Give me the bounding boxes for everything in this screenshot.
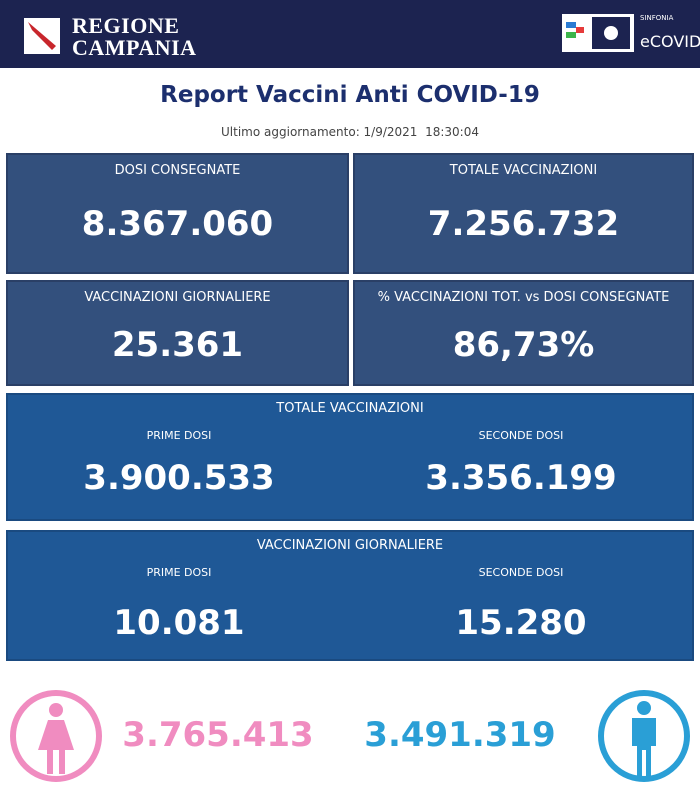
card-label: VACCINAZIONI GIORNALIERE <box>84 290 271 305</box>
dose-value: 10.081 <box>113 603 245 643</box>
region-name-1: REGIONE <box>72 13 180 38</box>
male-count: 3.491.319 <box>364 715 556 755</box>
card: DOSI CONSEGNATE 8.367.060 <box>6 153 349 274</box>
dose-value: 15.280 <box>455 603 587 643</box>
card-label: DOSI CONSEGNATE <box>114 163 241 178</box>
breakdown-column: PRIME DOSI 10.081 <box>8 532 350 643</box>
region-name-2: CAMPANIA <box>72 35 197 60</box>
breakdown-panel: VACCINAZIONI GIORNALIERE PRIME DOSI 10.0… <box>6 530 694 661</box>
breakdown-column: PRIME DOSI 3.900.533 <box>8 395 350 498</box>
card: % VACCINAZIONI TOT. vs DOSI CONSEGNATE 8… <box>353 280 694 386</box>
brand: SINFONIA <box>640 14 674 22</box>
region-logo <box>24 18 60 54</box>
breakdown-column: SECONDE DOSI 15.280 <box>350 532 692 643</box>
dose-value: 3.900.533 <box>83 458 275 498</box>
card-value: 8.367.060 <box>81 204 274 244</box>
card: TOTALE VACCINAZIONI 7.256.732 <box>353 153 694 274</box>
card: VACCINAZIONI GIORNALIERE 25.361 <box>6 280 349 386</box>
card-value: 25.361 <box>111 325 244 365</box>
header-bar: REGIONE CAMPANIA SINFONIA eCOVID <box>0 0 700 68</box>
dose-label: PRIME DOSI <box>146 429 212 442</box>
breakdown-title: VACCINAZIONI GIORNALIERE <box>256 538 444 553</box>
dose-label: SECONDE DOSI <box>478 429 564 442</box>
female-icon <box>10 690 102 782</box>
dose-label: PRIME DOSI <box>146 566 212 579</box>
card-label: % VACCINAZIONI TOT. vs DOSI CONSEGNATE <box>377 290 670 305</box>
female-count: 3.765.413 <box>122 715 314 755</box>
male-icon <box>598 690 690 782</box>
breakdown-panel: TOTALE VACCINAZIONI PRIME DOSI 3.900.533… <box>6 393 694 521</box>
dose-label: SECONDE DOSI <box>478 566 564 579</box>
breakdown-column: SECONDE DOSI 3.356.199 <box>350 395 692 498</box>
product: eCOVID <box>640 32 700 51</box>
card-value: 7.256.732 <box>427 204 620 244</box>
card-label: TOTALE VACCINAZIONI <box>449 163 598 178</box>
breakdown-title: TOTALE VACCINAZIONI <box>276 401 424 416</box>
title: Report Vaccini Anti COVID-19 <box>160 82 540 108</box>
updated: Ultimo aggiornamento: 1/9/2021 18:30:04 <box>221 125 479 139</box>
card-value: 86,73% <box>452 325 595 365</box>
brand-logo <box>562 14 634 52</box>
dose-value: 3.356.199 <box>425 458 617 498</box>
